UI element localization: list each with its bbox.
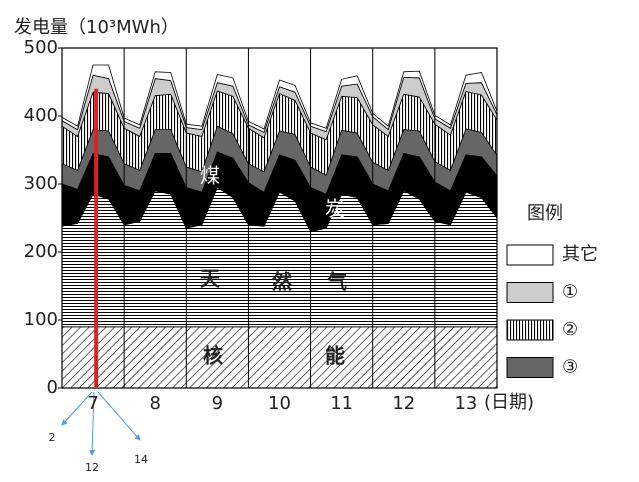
annotation: 天 xyxy=(200,267,221,291)
y-tick-label: 0 xyxy=(47,377,58,398)
y-tick-label: 400 xyxy=(24,105,58,126)
plot-frame xyxy=(61,47,498,389)
y-tick-label: 200 xyxy=(24,241,58,262)
area xyxy=(61,326,498,389)
legend-swatch xyxy=(506,282,554,303)
x-tick-label: 8 xyxy=(149,393,160,414)
hour-label: 14 xyxy=(134,453,148,466)
annotation: 核 xyxy=(203,344,223,368)
annotation: 炭 xyxy=(325,197,345,221)
x-tick-label: 11 xyxy=(330,393,353,414)
legend-title: 图例 xyxy=(527,203,563,224)
y-tick-label: 100 xyxy=(24,309,58,330)
annotation: 煤 xyxy=(200,164,220,188)
annotation: 气 xyxy=(326,270,347,294)
annotation: 然 xyxy=(272,270,292,294)
legend-label: ③ xyxy=(562,357,578,378)
x-tick-label: 13 xyxy=(454,393,477,414)
legend-label: ② xyxy=(562,319,578,340)
hour-label: 2 xyxy=(49,431,56,444)
annotation: 能 xyxy=(325,344,345,368)
y-tick-label: 500 xyxy=(24,37,58,58)
y-tick-label: 300 xyxy=(24,173,58,194)
x-axis-label: (日期) xyxy=(484,392,534,413)
legend-swatch xyxy=(506,244,554,266)
x-tick-label: 10 xyxy=(268,393,291,414)
legend-label: ① xyxy=(562,282,578,303)
legend-swatch xyxy=(506,357,554,378)
hour-label: 12 xyxy=(85,461,99,474)
legend-label: 其它 xyxy=(562,244,598,265)
hour-arrows xyxy=(61,391,141,456)
x-tick-label: 12 xyxy=(392,393,415,414)
y-axis-label: 发电量（10³MWh） xyxy=(14,17,179,38)
legend-swatch xyxy=(506,319,554,341)
x-tick-label: 7 xyxy=(87,393,98,414)
x-tick-label: 9 xyxy=(212,393,223,414)
